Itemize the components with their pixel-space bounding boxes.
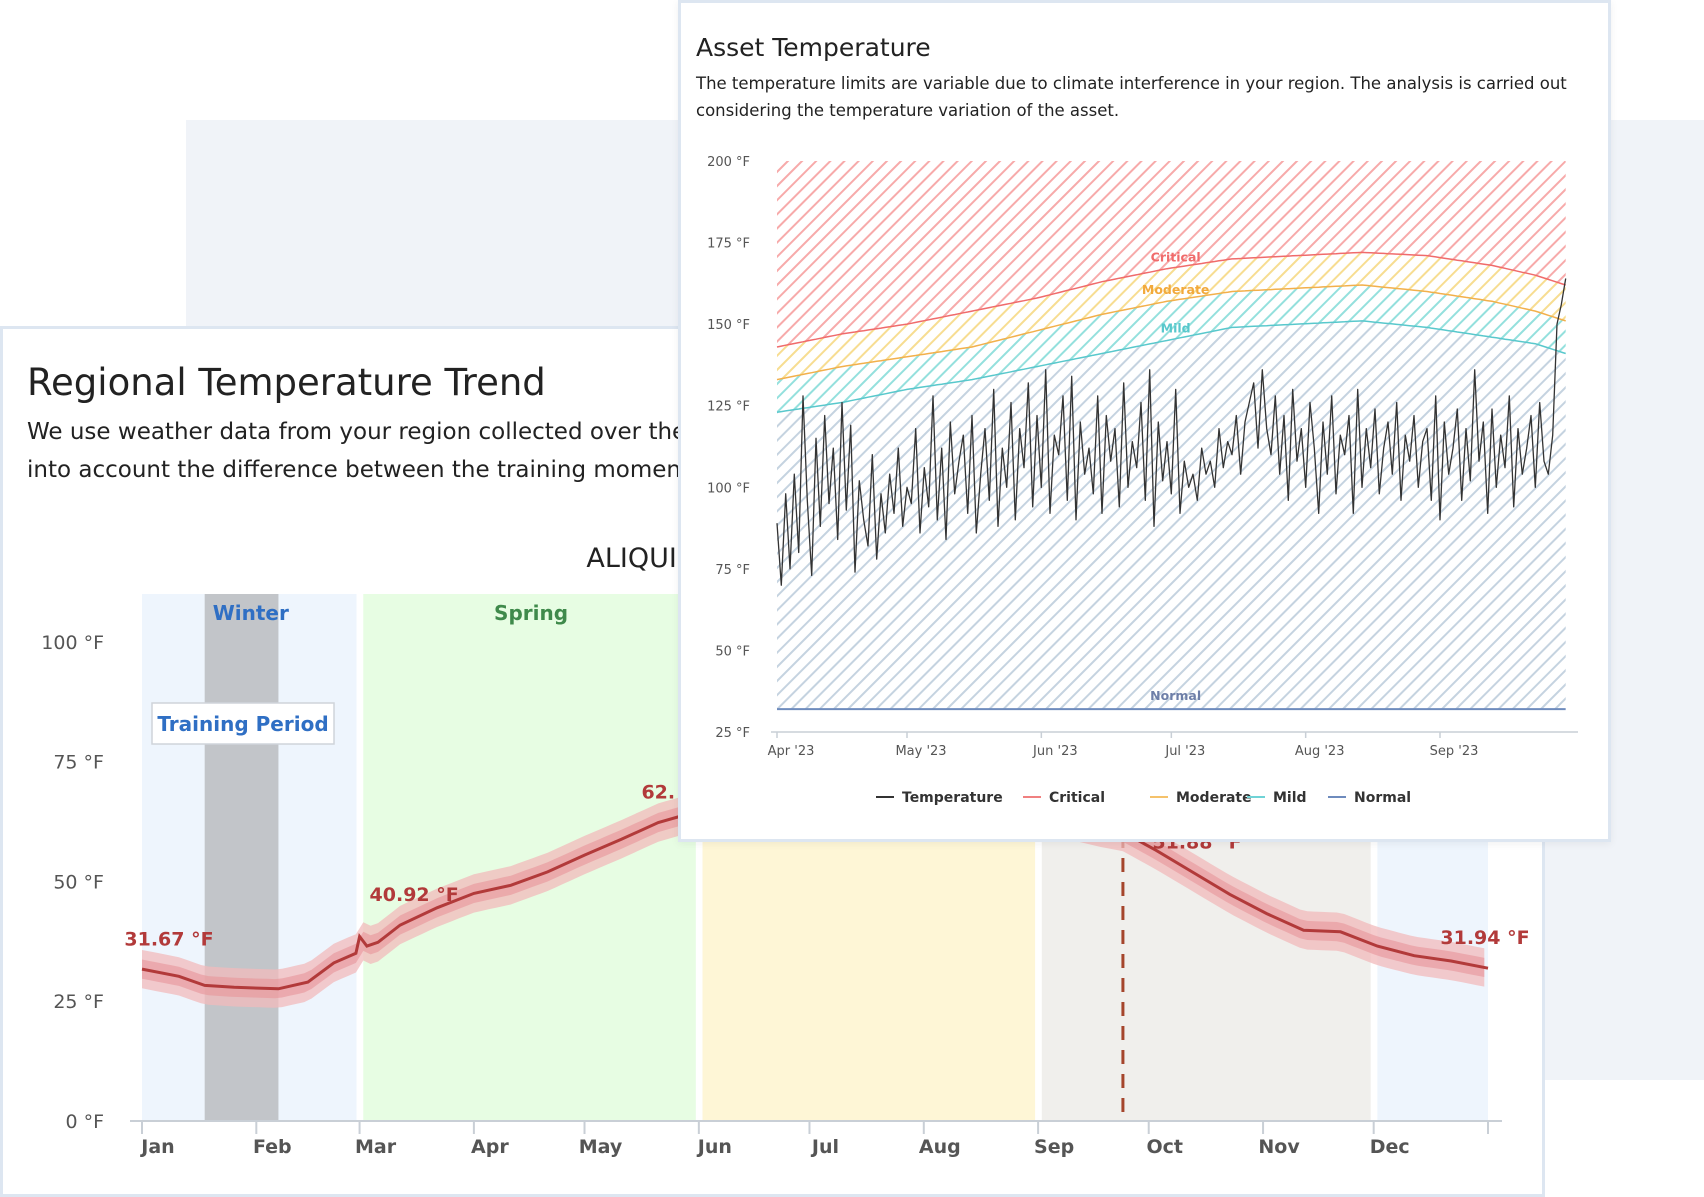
x-tick-label: Jun '23: [1032, 744, 1078, 759]
x-tick-label: Sep '23: [1430, 744, 1479, 759]
x-tick-label: Aug: [919, 1136, 961, 1158]
y-tick-label: 25 °F: [53, 991, 104, 1013]
legend-label: Critical: [1049, 790, 1105, 806]
zone-label: Critical: [1151, 249, 1201, 264]
x-tick-label: May: [579, 1136, 623, 1158]
x-tick-label: Sep: [1034, 1136, 1074, 1158]
zone-label: Normal: [1150, 688, 1201, 703]
data-label: 31.94 °F: [1440, 927, 1529, 949]
x-tick-label: Apr '23: [768, 744, 815, 759]
confidence-band-inner: [142, 778, 1485, 999]
legend-label: Mild: [1273, 790, 1307, 806]
y-tick-label: 50 °F: [53, 871, 104, 893]
x-tick-label: Jul '23: [1164, 744, 1205, 759]
training-period-label: Training Period: [157, 712, 328, 736]
x-tick-label: Nov: [1258, 1136, 1300, 1158]
legend-label: Normal: [1354, 790, 1411, 806]
x-tick-label: Jun: [696, 1136, 732, 1158]
y-tick-label: 150 °F: [707, 318, 750, 333]
training-period-label-box: [151, 702, 335, 745]
mild-threshold-line: [776, 320, 1566, 413]
y-tick-label: 200 °F: [707, 155, 750, 170]
mild-zone: [777, 285, 1566, 413]
critical-threshold-line: [776, 251, 1566, 348]
y-tick-label: 25 °F: [715, 726, 750, 741]
season-label: Winter: [213, 601, 289, 625]
x-tick-label: Apr: [471, 1136, 509, 1158]
season-band: [363, 594, 696, 1121]
asset-description: The temperature limits are variable due …: [696, 74, 1567, 120]
y-tick-label: 175 °F: [707, 237, 750, 252]
x-tick-label: Dec: [1370, 1136, 1410, 1158]
temperature-line: [776, 278, 1567, 586]
x-tick-label: Aug '23: [1295, 744, 1345, 759]
moderate-zone: [777, 252, 1566, 380]
y-tick-label: 125 °F: [707, 400, 750, 415]
asset-title: Asset Temperature: [696, 33, 931, 62]
x-tick-label: Jul: [810, 1136, 839, 1158]
y-tick-label: 0 °F: [65, 1111, 104, 1133]
x-tick-label: Jan: [139, 1136, 174, 1158]
training-period-band: [204, 594, 279, 1121]
x-tick-label: May '23: [895, 744, 946, 759]
x-tick-label: Oct: [1146, 1136, 1183, 1158]
y-tick-label: 100 °F: [41, 632, 104, 654]
legend-label: Moderate: [1176, 790, 1252, 806]
zone-label: Moderate: [1142, 282, 1210, 297]
data-label: 62.: [641, 782, 675, 804]
normal-zone: [777, 320, 1566, 710]
x-tick-label: Feb: [253, 1136, 292, 1158]
x-tick-label: Mar: [355, 1136, 397, 1158]
y-tick-label: 50 °F: [715, 644, 750, 659]
y-tick-label: 100 °F: [707, 481, 750, 496]
moderate-threshold-line: [776, 284, 1566, 381]
season-label: Spring: [494, 601, 568, 625]
legend-label: Temperature: [902, 790, 1003, 806]
regional-title: Regional Temperature Trend: [27, 361, 546, 404]
zone-label: Mild: [1161, 321, 1191, 336]
y-tick-label: 75 °F: [53, 752, 104, 774]
y-tick-label: 75 °F: [715, 563, 750, 578]
data-label: 31.67 °F: [124, 928, 213, 950]
data-label: 40.92 °F: [370, 884, 459, 906]
critical-zone: [777, 161, 1566, 347]
